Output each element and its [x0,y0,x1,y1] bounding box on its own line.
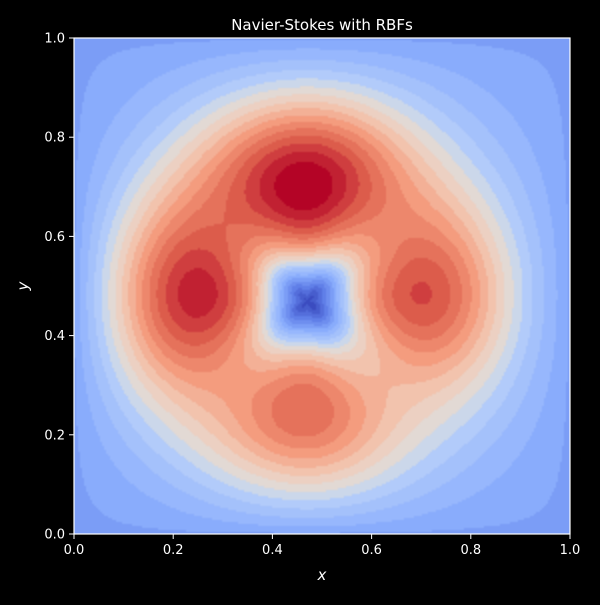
x-tick-label: 0.6 [361,543,382,558]
y-tick-label: 0.4 [44,329,65,344]
x-tick-label: 0.8 [460,543,481,558]
x-axis-label: x [317,566,327,584]
heatmap-field [74,38,570,534]
y-axis-label: y [14,280,32,291]
x-tick-label: 0.4 [262,543,283,558]
y-axis-ticks: 0.0 0.2 0.4 0.6 0.8 1.0 [44,32,74,543]
y-tick-label: 0.0 [44,528,65,543]
plot-frame [73,37,571,535]
x-tick-label: 1.0 [560,543,581,558]
plot-area [73,37,571,535]
y-tick-label: 0.6 [44,230,65,245]
y-tick-label: 0.8 [44,131,65,146]
x-tick-label: 0.2 [163,543,184,558]
chart-title: Navier-Stokes with RBFs [231,16,413,34]
x-tick-label: 0.0 [64,543,85,558]
y-tick-label: 1.0 [44,32,65,47]
y-tick-label: 0.2 [44,428,65,443]
x-axis-ticks: 0.0 0.2 0.4 0.6 0.8 1.0 [64,534,581,558]
